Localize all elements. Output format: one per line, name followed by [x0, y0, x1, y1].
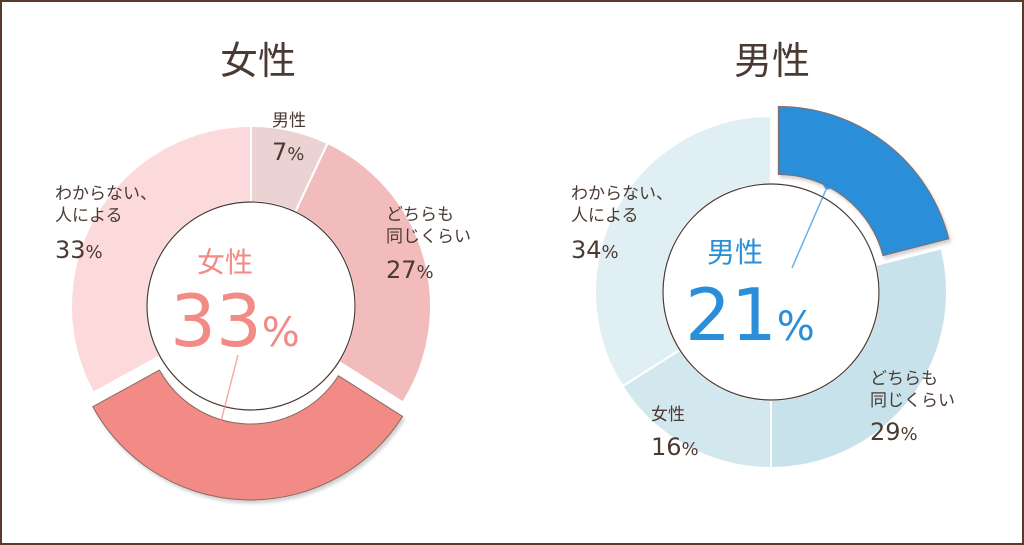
slice-value: 16% [651, 433, 699, 461]
slice-label: わからない、人による [55, 184, 157, 226]
slice-value: 29% [870, 418, 918, 446]
center-label: 男性 [707, 236, 763, 269]
donut-hole [662, 183, 880, 401]
center-value: 21% [685, 273, 815, 357]
pie-slice [777, 106, 950, 257]
donut-hole [146, 201, 356, 411]
center-label: 女性 [197, 246, 253, 279]
slice-label: どちらも同じくらい [386, 205, 471, 247]
pie-slice [92, 369, 404, 501]
leader-line [791, 184, 829, 269]
center-value: 33% [170, 279, 300, 363]
leader-dot [823, 180, 833, 190]
slice-value: 27% [386, 256, 434, 284]
leader-dot [213, 428, 223, 438]
slice-label: わからない、人による [571, 184, 673, 226]
slice-value: 33% [55, 236, 103, 264]
slice-label: 男性 [272, 111, 306, 131]
leader-line [217, 354, 239, 434]
chart-title: 男性 [734, 39, 810, 83]
slice-value: 34% [571, 236, 619, 264]
slice-value: 7% [272, 138, 304, 166]
chart-title: 女性 [220, 39, 296, 83]
slice-label: どちらも同じくらい [870, 369, 955, 411]
slice-label: 女性 [651, 405, 685, 425]
